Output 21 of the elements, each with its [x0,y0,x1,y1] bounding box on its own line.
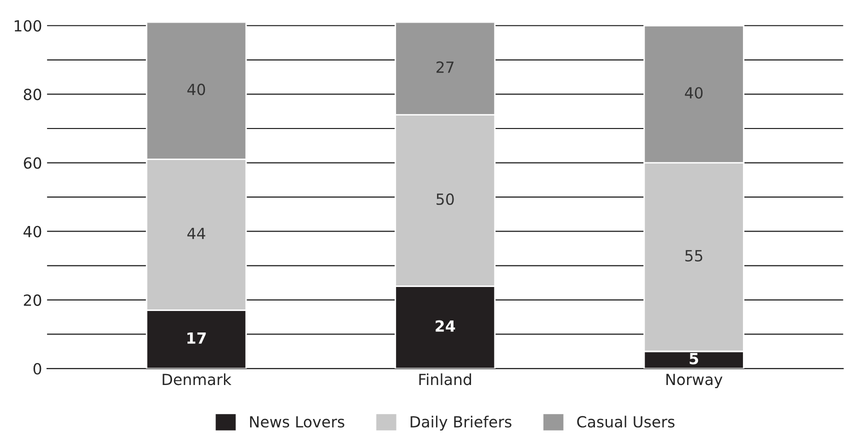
legend-label: News Lovers [250,416,344,428]
data-label: 44 [187,228,206,240]
data-label: 40 [684,87,703,99]
data-label: 40 [187,84,206,96]
x-tick-label: Denmark [162,373,232,386]
legend-label: Casual Users [577,416,674,428]
y-tick-label: 100 [14,20,42,32]
x-tick-label: Finland [419,373,472,386]
y-tick-label: 20 [24,294,42,306]
data-label: 55 [685,250,702,262]
y-tick-label: 40 [24,226,42,238]
data-label: 24 [436,320,456,332]
data-label: 50 [436,193,454,205]
data-label: 27 [436,61,454,73]
data-label: 5 [690,353,698,364]
legend-label: Daily Briefers [410,416,512,431]
data-label: 17 [187,332,206,344]
x-tick-label: Norway [666,374,722,388]
y-tick-label: 60 [24,157,42,169]
y-tick-label: 0 [34,362,42,375]
y-tick-label: 80 [24,88,42,100]
